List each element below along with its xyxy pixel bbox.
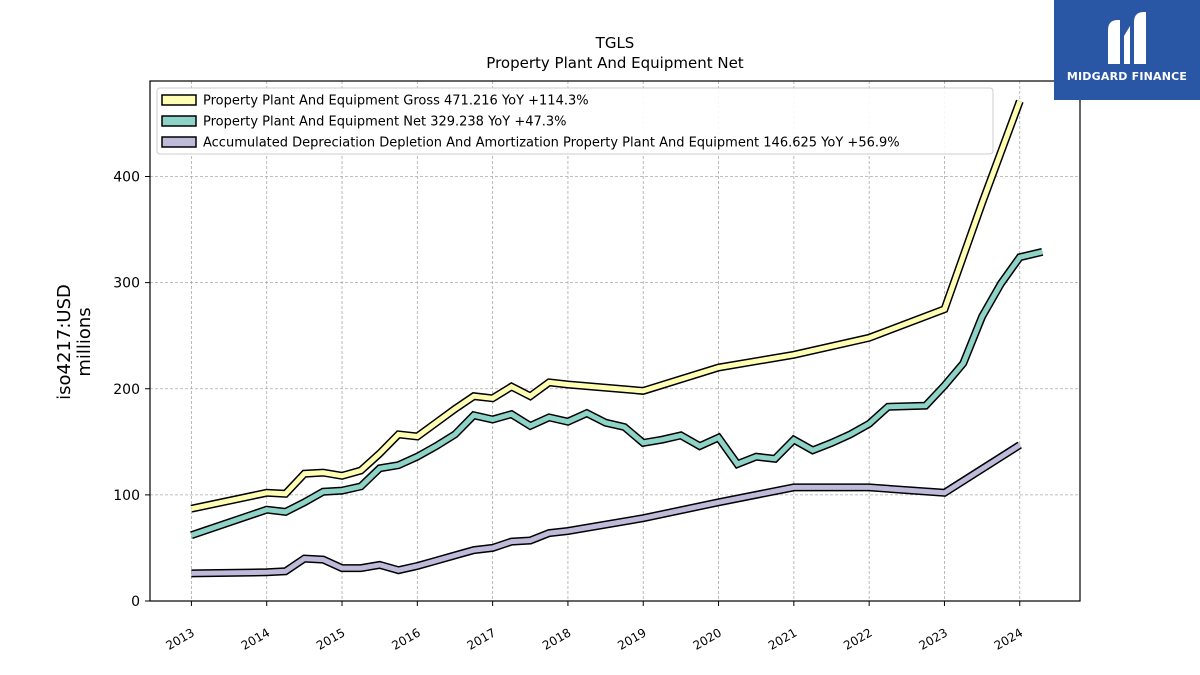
x-tick-label: 2013 (163, 625, 196, 652)
series-outline-2 (191, 441, 1022, 578)
x-tick-label: 2021 (766, 625, 799, 652)
grid-lines (150, 81, 1080, 601)
plot-frame (149, 80, 1081, 602)
y-axis: 0 100 200 300 400 (113, 170, 150, 610)
legend: Property Plant And Equipment Gross 471.2… (156, 87, 994, 155)
x-tick-label: 2019 (615, 625, 648, 652)
y-tick-label: 300 (113, 276, 140, 292)
series-line-0 (190, 100, 1023, 512)
chart-subtitle: Property Plant And Equipment Net (486, 54, 743, 72)
y-axis-label-line1: iso4217:USD (54, 284, 75, 400)
x-tick-label: 2016 (389, 625, 422, 652)
x-tick-label: 2014 (239, 625, 272, 652)
x-axis: 2013 2014 2015 2016 2017 2018 2019 2020 2021 2022… (163, 601, 1025, 653)
y-tick-label: 200 (113, 382, 140, 398)
legend-box (156, 87, 994, 155)
y-axis-label: iso4217:USD millions (54, 284, 95, 400)
legend-swatch-0 (161, 94, 197, 106)
brand-logo: MIDGARD FINANCE (1054, 0, 1200, 100)
x-tick-label: 2015 (314, 625, 347, 652)
x-tick-label: 2023 (916, 625, 949, 652)
y-tick-label: 400 (113, 170, 140, 186)
series-lines (190, 99, 1044, 578)
series-line-2 (191, 442, 1022, 576)
x-tick-label: 2017 (465, 625, 498, 652)
legend-label-2: Accumulated Depreciation Depletion And A… (203, 136, 900, 151)
series-line-1 (190, 249, 1043, 538)
x-tick-label: 2020 (691, 625, 724, 652)
legend-swatch-1 (161, 115, 197, 127)
x-tick-label: 2018 (540, 625, 573, 652)
y-tick-label: 0 (131, 594, 140, 610)
midgard-mark-icon (1108, 12, 1146, 64)
series-outline-0 (190, 99, 1024, 513)
legend-label-1: Property Plant And Equipment Net 329.238… (203, 115, 567, 130)
chart-title: TGLS (595, 34, 635, 52)
brand-name: MIDGARD FINANCE (1066, 70, 1188, 83)
legend-label-0: Property Plant And Equipment Gross 471.2… (203, 94, 589, 109)
y-axis-label-line2: millions (74, 307, 95, 376)
legend-swatch-2 (161, 136, 197, 148)
x-tick-label: 2024 (992, 625, 1025, 652)
y-tick-label: 100 (113, 488, 140, 504)
x-tick-label: 2022 (841, 625, 874, 652)
